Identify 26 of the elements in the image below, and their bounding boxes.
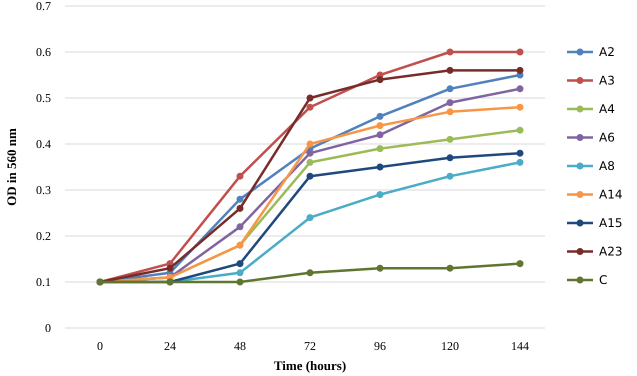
x-tick-label: 120 (441, 339, 459, 353)
x-tick-label: 0 (97, 339, 103, 353)
x-axis-title: Time (hours) (274, 358, 346, 373)
legend-label: A23 (599, 244, 622, 259)
legend-label: A14 (599, 188, 622, 202)
y-tick-label: 0 (45, 321, 51, 336)
legend-label: C (599, 273, 608, 288)
y-tick-label: 0.6 (36, 45, 51, 60)
y-tick-label: 0.5 (36, 91, 51, 106)
y-tick-label: 0.7 (36, 0, 51, 14)
y-tick-label: 0.2 (36, 229, 51, 244)
legend-label: A8 (599, 159, 615, 174)
y-tick-label: 0.1 (36, 275, 51, 290)
legend-label: A4 (599, 102, 615, 116)
x-tick-label: 48 (234, 339, 246, 353)
x-tick-label: 72 (304, 339, 316, 353)
legend-label: A2 (599, 45, 615, 60)
x-tick-label: 24 (164, 339, 176, 353)
x-tick-label: 96 (374, 339, 386, 353)
x-tick-label: 144 (511, 339, 529, 353)
legend-label: A6 (599, 130, 615, 145)
y-tick-label: 0.3 (36, 183, 51, 198)
y-axis-title: OD in 560 nm (4, 128, 19, 206)
y-tick-label: 0.4 (36, 137, 51, 152)
legend-label: A3 (599, 74, 615, 88)
legend-label: A15 (599, 216, 622, 230)
